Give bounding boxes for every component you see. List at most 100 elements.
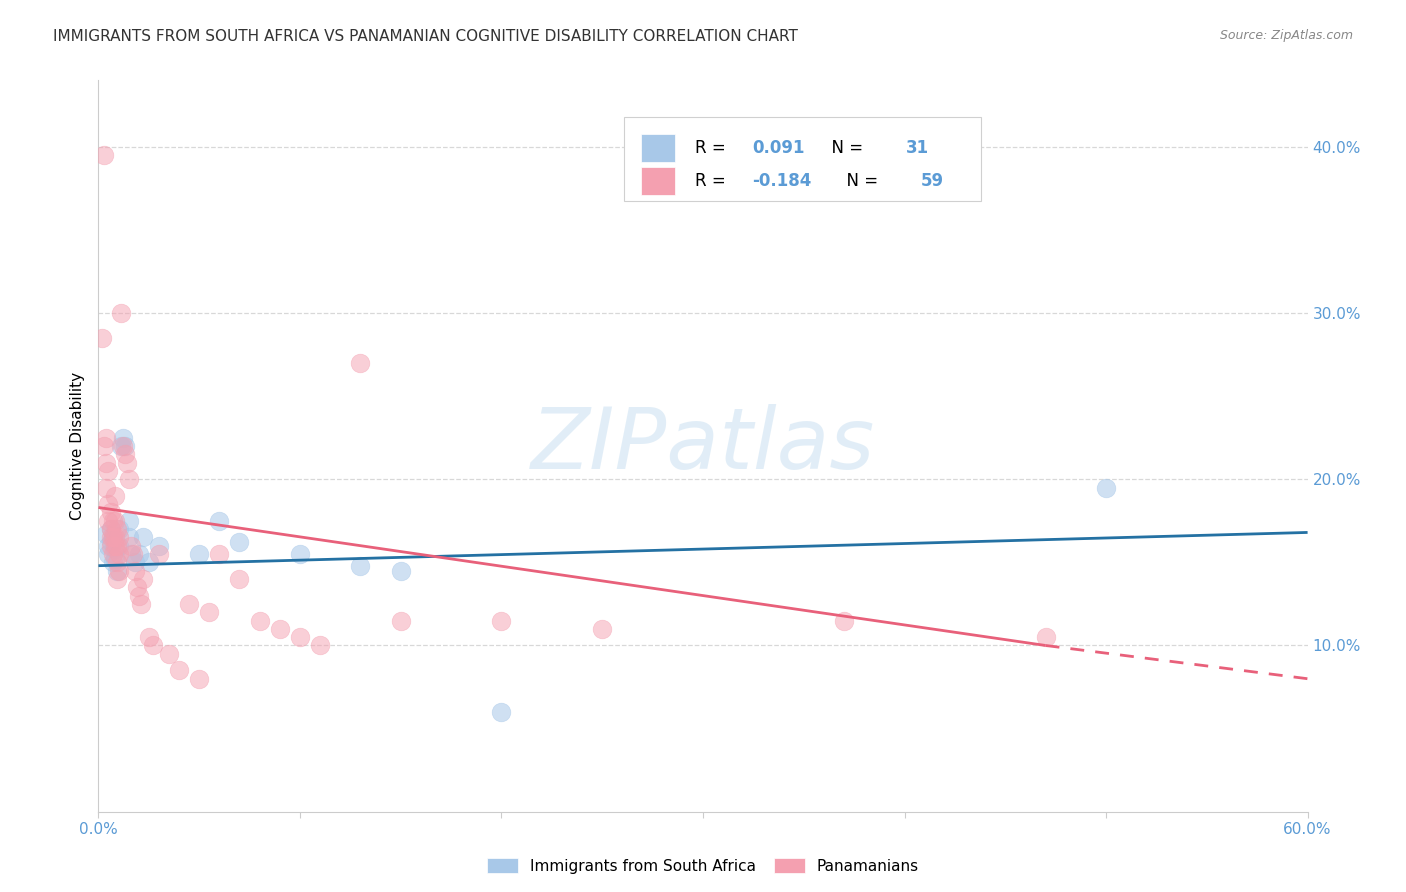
Point	[157, 647, 180, 661]
Point	[103, 514, 125, 528]
Point	[188, 672, 211, 686]
Bar	[641, 135, 675, 162]
Point	[167, 664, 190, 678]
Point	[148, 539, 170, 553]
Point	[93, 439, 115, 453]
Point	[125, 580, 148, 594]
Point	[309, 639, 332, 653]
Point	[97, 514, 120, 528]
Text: ZIPatlas: ZIPatlas	[531, 404, 875, 488]
Y-axis label: Cognitive Disability: Cognitive Disability	[70, 372, 86, 520]
Point	[101, 514, 124, 528]
Point	[249, 614, 271, 628]
Text: Source: ZipAtlas.com: Source: ZipAtlas.com	[1219, 29, 1353, 43]
Point	[138, 630, 160, 644]
Point	[101, 530, 124, 544]
Point	[208, 514, 231, 528]
Point	[101, 555, 124, 569]
Point	[288, 630, 311, 644]
Point	[389, 614, 412, 628]
Point	[111, 439, 134, 453]
Point	[491, 614, 513, 628]
Point	[591, 622, 613, 636]
Legend: Immigrants from South Africa, Panamanians: Immigrants from South Africa, Panamanian…	[481, 852, 925, 880]
Point	[142, 639, 165, 653]
Point	[100, 535, 122, 549]
Point	[148, 547, 170, 561]
Point	[96, 431, 118, 445]
Point	[100, 506, 122, 520]
Point	[101, 547, 124, 561]
Point	[105, 539, 128, 553]
Point	[114, 439, 136, 453]
Point	[124, 564, 146, 578]
Point	[121, 547, 143, 561]
Point	[138, 555, 160, 569]
Text: R =: R =	[695, 139, 731, 157]
Point	[114, 447, 136, 461]
Point	[120, 547, 142, 561]
Point	[228, 535, 250, 549]
Point	[188, 547, 211, 561]
Point	[91, 331, 114, 345]
Point	[269, 622, 291, 636]
Point	[103, 552, 125, 566]
Point	[179, 597, 201, 611]
Point	[1035, 630, 1057, 644]
Point	[105, 572, 128, 586]
FancyBboxPatch shape	[624, 117, 981, 201]
Bar	[641, 168, 675, 195]
Point	[208, 547, 231, 561]
Point	[105, 564, 128, 578]
Point	[128, 589, 150, 603]
Point	[132, 572, 155, 586]
Point	[97, 464, 120, 478]
Point	[110, 306, 132, 320]
Point	[107, 530, 129, 544]
Point	[97, 547, 120, 561]
Point	[107, 547, 129, 561]
Text: N =: N =	[821, 139, 869, 157]
Point	[107, 539, 129, 553]
Text: 31: 31	[905, 139, 929, 157]
Point	[96, 527, 118, 541]
Point	[97, 497, 120, 511]
Point	[389, 564, 412, 578]
Point	[115, 456, 138, 470]
Text: N =: N =	[837, 172, 883, 190]
Point	[103, 542, 125, 557]
Point	[1095, 481, 1118, 495]
Point	[118, 530, 141, 544]
Point	[132, 530, 155, 544]
Point	[228, 572, 250, 586]
Point	[118, 472, 141, 486]
Point	[103, 530, 125, 544]
Point	[349, 356, 371, 370]
Text: IMMIGRANTS FROM SOUTH AFRICA VS PANAMANIAN COGNITIVE DISABILITY CORRELATION CHAR: IMMIGRANTS FROM SOUTH AFRICA VS PANAMANI…	[53, 29, 799, 45]
Point	[105, 555, 128, 569]
Point	[100, 522, 122, 536]
Text: R =: R =	[695, 172, 731, 190]
Point	[105, 522, 128, 536]
Point	[96, 481, 118, 495]
Point	[111, 431, 134, 445]
Point	[128, 547, 150, 561]
Point	[198, 605, 221, 619]
Point	[120, 539, 142, 553]
Point	[97, 539, 120, 553]
Point	[103, 489, 125, 503]
Point	[129, 597, 152, 611]
Point	[100, 530, 122, 544]
Point	[491, 705, 513, 719]
Text: 0.091: 0.091	[752, 139, 806, 157]
Point	[93, 148, 115, 162]
Point	[103, 539, 125, 553]
Point	[96, 456, 118, 470]
Point	[118, 514, 141, 528]
Point	[124, 555, 146, 569]
Point	[349, 558, 371, 573]
Point	[107, 522, 129, 536]
Point	[101, 530, 124, 544]
Point	[288, 547, 311, 561]
Text: -0.184: -0.184	[752, 172, 811, 190]
